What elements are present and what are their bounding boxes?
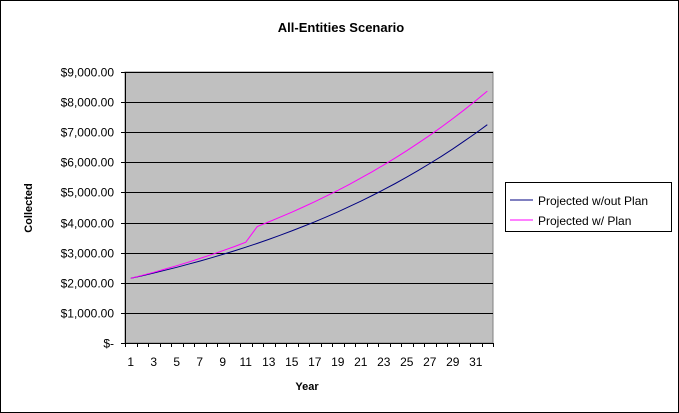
y-tick-label: $1,000.00 xyxy=(61,307,115,321)
x-tick-label: 9 xyxy=(219,355,226,369)
x-tick-label: 11 xyxy=(240,355,253,369)
series-line-1 xyxy=(130,124,488,279)
x-tick-label: 27 xyxy=(423,355,437,369)
x-tick-label: 3 xyxy=(150,355,157,369)
y-tick-label: $5,000.00 xyxy=(61,186,115,200)
y-tick-label: $8,000.00 xyxy=(61,96,115,110)
y-tick-label: $- xyxy=(103,337,114,351)
y-tick-label: $7,000.00 xyxy=(61,126,115,140)
y-axis-title: Collected xyxy=(23,183,35,233)
x-tick-label: 17 xyxy=(308,355,322,369)
legend-label: Projected w/out Plan xyxy=(538,194,648,208)
y-tick-label: $4,000.00 xyxy=(61,217,115,231)
legend: Projected w/out Plan Projected w/ Plan xyxy=(505,182,672,232)
x-tick-label: 13 xyxy=(262,355,276,369)
y-tick-label: $3,000.00 xyxy=(61,247,115,261)
chart-title: All-Entities Scenario xyxy=(278,20,404,35)
plot-area xyxy=(124,71,494,344)
x-tick-label: 23 xyxy=(377,355,391,369)
y-tick-label: $6,000.00 xyxy=(61,156,115,170)
x-tick-label: 1 xyxy=(127,355,134,369)
x-tick-label: 25 xyxy=(400,355,414,369)
legend-box xyxy=(505,182,672,232)
x-tick-label: 5 xyxy=(173,355,180,369)
x-tick-label: 29 xyxy=(446,355,460,369)
y-tick-label: $9,000.00 xyxy=(61,66,115,80)
x-tick-label: 31 xyxy=(469,355,483,369)
x-tick-label: 21 xyxy=(354,355,368,369)
x-tick-label: 15 xyxy=(285,355,299,369)
x-tick-label: 19 xyxy=(331,355,345,369)
x-axis-title: Year xyxy=(295,381,319,393)
series-line-2 xyxy=(130,90,488,279)
legend-label: Projected w/ Plan xyxy=(538,214,631,228)
y-tick-label: $2,000.00 xyxy=(61,277,115,291)
x-tick-label: 7 xyxy=(196,355,203,369)
